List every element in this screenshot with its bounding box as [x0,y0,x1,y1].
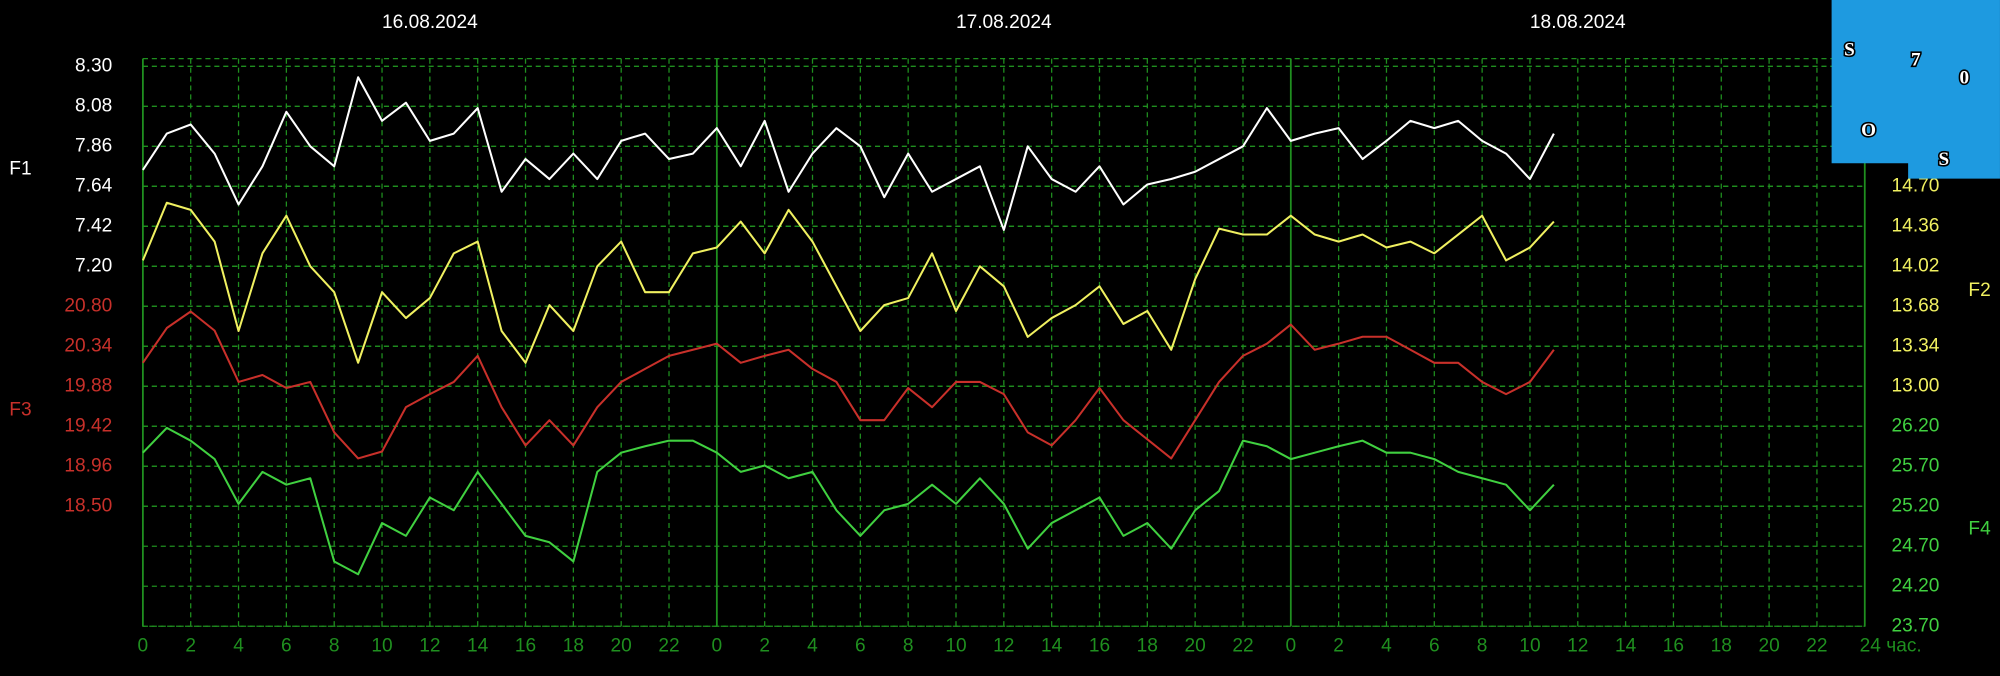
logo-letter: 0 [1959,67,1969,88]
y-tick-label: 19.88 [64,375,112,396]
series-line [141,201,1555,364]
x-tick-label: 0 [138,636,149,657]
y-tick-label: 8.08 [75,95,112,116]
date-label: 18.08.2024 [1530,12,1626,33]
y-tick-label: 25.70 [1892,455,1940,476]
x-tick-label: 24 час. [1860,636,1922,657]
x-tick-label: 2 [185,636,196,657]
logo-letter: S [1844,39,1855,60]
y-tick-label: 14.02 [1892,255,1940,276]
y-tick-label: 14.70 [1892,175,1940,196]
x-tick-label: 20 [1185,636,1206,657]
y-tick-label: 23.70 [1892,615,1940,636]
x-tick-label: 10 [1519,636,1540,657]
y-tick-label: 14.36 [1892,215,1940,236]
y-tick-label: 26.20 [1892,415,1940,436]
y-tick-label: 18.50 [64,495,112,516]
x-tick-label: 14 [1615,636,1637,657]
axis-label: F2 [1968,280,1990,301]
x-tick-label: 22 [658,636,679,657]
x-tick-label: 4 [233,636,244,657]
x-tick-label: 12 [993,636,1014,657]
x-tick-label: 20 [1758,636,1779,657]
axis-label: F3 [9,400,31,421]
x-tick-label: 14 [467,636,489,657]
y-tick-label: 8.30 [75,55,112,76]
x-tick-label: 22 [1232,636,1253,657]
x-tick-label: 12 [419,636,440,657]
y-tick-label: 13.68 [1892,295,1940,316]
x-tick-label: 4 [807,636,818,657]
logo-letter: 7 [1911,50,1921,71]
axis-label: F1 [9,159,31,180]
series-line [142,76,1555,231]
date-label: 16.08.2024 [382,12,478,33]
y-tick-label: 7.86 [75,135,112,156]
x-tick-label: 20 [611,636,632,657]
x-tick-label: 0 [1285,636,1296,657]
y-tick-label: 25.20 [1892,495,1940,516]
x-tick-label: 12 [1567,636,1588,657]
y-tick-label: 18.96 [64,455,112,476]
x-tick-label: 8 [903,636,914,657]
y-tick-label: 7.64 [75,175,113,196]
x-tick-label: 14 [1041,636,1063,657]
logo-letter: S [1939,149,1950,170]
logo: S 7 0 O S [1831,0,2000,179]
series-line [142,310,1555,460]
x-tick-label: 16 [1663,636,1684,657]
x-tick-label: 6 [855,636,866,657]
x-tick-label: 0 [712,636,723,657]
axis-label: F4 [1968,518,1991,539]
x-tick-label: 22 [1806,636,1827,657]
date-label: 17.08.2024 [956,12,1052,33]
x-tick-label: 2 [759,636,770,657]
x-tick-label: 10 [371,636,392,657]
logo-letter: O [1861,120,1876,141]
y-tick-label: 13.00 [1892,375,1940,396]
x-tick-label: 10 [945,636,966,657]
x-tick-label: 8 [329,636,340,657]
y-tick-label: 7.42 [75,215,112,236]
x-tick-label: 6 [1429,636,1440,657]
logo-box [1831,0,2000,179]
x-tick-label: 18 [1711,636,1732,657]
series-line [142,426,1555,576]
x-tick-label: 8 [1477,636,1488,657]
y-tick-label: 7.20 [75,255,112,276]
x-tick-label: 18 [563,636,584,657]
x-tick-label: 16 [1089,636,1110,657]
x-tick-label: 18 [1137,636,1158,657]
y-tick-label: 24.20 [1892,575,1940,596]
x-tick-label: 4 [1381,636,1392,657]
y-tick-label: 20.34 [64,335,112,356]
x-tick-label: 6 [281,636,292,657]
y-tick-label: 20.80 [64,295,112,316]
x-tick-label: 2 [1333,636,1344,657]
y-tick-label: 24.70 [1892,535,1940,556]
y-tick-label: 19.42 [64,415,112,436]
x-tick-label: 16 [515,636,536,657]
y-tick-label: 13.34 [1892,335,1940,356]
